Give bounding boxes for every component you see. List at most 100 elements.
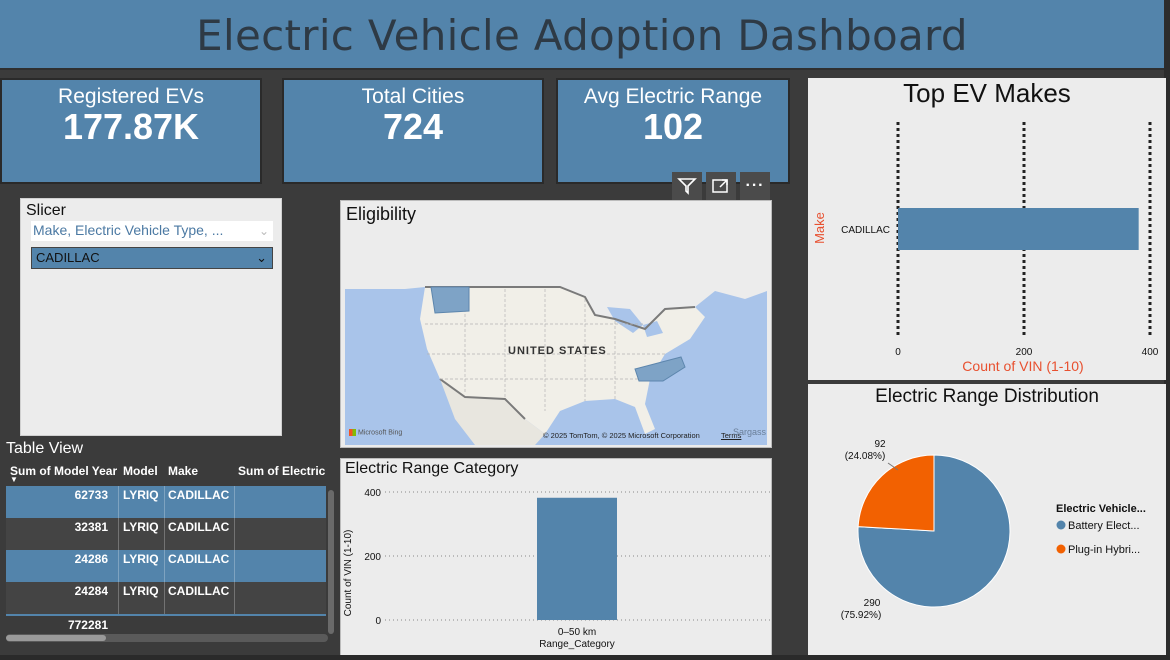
x-tick-label: 400 (1142, 347, 1159, 358)
slice-label-value: 92 (874, 439, 886, 450)
column-divider (118, 582, 119, 614)
cell-model-year: 24284 (74, 584, 108, 598)
column-header-make[interactable]: Make (168, 464, 199, 478)
map-attribution: © 2025 TomTom, © 2025 Microsoft Corporat… (543, 431, 700, 440)
chevron-down-icon: ⌄ (258, 224, 269, 238)
kpi-label: Registered EVs (58, 85, 204, 108)
sort-desc-icon[interactable]: ▼ (10, 475, 18, 484)
focus-mode-icon (712, 179, 728, 193)
table-title: Table View (6, 440, 84, 457)
legend-swatch-battery (1056, 520, 1066, 530)
slicer-field-dropdown[interactable]: Make, Electric Vehicle Type, ... ⌄ (31, 221, 273, 241)
kpi-value: 724 (382, 106, 444, 147)
column-header-sum-model-year[interactable]: Sum of Model Year (10, 464, 118, 478)
table-row[interactable]: 24284 LYRIQ CADILLAC (6, 582, 326, 614)
cell-model-year: 32381 (74, 520, 108, 534)
table-view-visual: Table View Sum of Model Year ▼ Model Mak… (4, 436, 338, 652)
x-tick-label: 200 (1016, 347, 1033, 358)
x-axis-title: Range_Category (539, 639, 615, 650)
column-divider (234, 582, 235, 614)
bars (898, 208, 1139, 250)
eligibility-map-visual[interactable]: Eligibility UNITED STATES (340, 200, 772, 448)
table-row[interactable]: 24286 LYRIQ CADILLAC (6, 550, 326, 582)
legend-item-plugin[interactable]: Plug-in Hybri... (1068, 544, 1140, 556)
page-title: Electric Vehicle Adoption Dashboard (196, 11, 968, 60)
cell-model: LYRIQ (123, 584, 159, 598)
kpi-total-cities[interactable]: Total Cities 724 (282, 78, 544, 184)
cell-model-year: 24286 (74, 552, 108, 566)
legend-swatch-plugin (1056, 544, 1066, 554)
kpi-label: Total Cities (361, 85, 465, 108)
column-divider (118, 550, 119, 582)
x-tick-label: 0–50 km (558, 627, 596, 638)
right-edge (1164, 0, 1170, 660)
range-category-visual[interactable]: Electric Range Category Count of VIN (1-… (340, 458, 772, 656)
top-makes-chart: Make CADILLAC 0 200 400 Count of VIN (1-10… (812, 122, 1159, 374)
y-tick-label: CADILLAC (841, 225, 890, 236)
column-divider (118, 518, 119, 550)
more-options-button[interactable]: ··· (740, 172, 770, 200)
column-divider (118, 486, 119, 518)
bottom-bar (0, 655, 1170, 660)
legend-title: Electric Vehicle... (1056, 503, 1146, 515)
cell-model: LYRIQ (123, 520, 159, 534)
column-divider (234, 550, 235, 582)
bars (537, 497, 617, 620)
column-divider (234, 486, 235, 518)
cell-model-year: 62733 (74, 488, 108, 502)
cell-model: LYRIQ (123, 552, 159, 566)
kpi-value: 177.87K (62, 106, 200, 147)
column-header-model[interactable]: Model (123, 464, 158, 478)
us-map-graphic (345, 229, 767, 445)
filter-button[interactable] (672, 172, 702, 200)
column-divider (164, 486, 165, 518)
chart-title: Electric Range Distribution (875, 386, 1099, 407)
slicer-field-text: Make, Electric Vehicle Type, ... (33, 222, 224, 238)
bar[interactable] (537, 497, 617, 620)
chart-title: Electric Range Category (345, 460, 519, 477)
legend-item-battery[interactable]: Battery Elect... (1068, 520, 1140, 532)
cell-make: CADILLAC (168, 488, 230, 502)
table-total-row: 772281 (6, 616, 326, 634)
kpi-avg-electric-range[interactable]: Avg Electric Range 102 (556, 78, 790, 184)
column-divider (234, 518, 235, 550)
column-divider (164, 550, 165, 582)
column-divider (164, 518, 165, 550)
table-vertical-scrollbar[interactable] (328, 490, 334, 634)
map-terms-link[interactable]: Terms (721, 431, 742, 440)
cell-make: CADILLAC (168, 552, 230, 566)
range-category-chart: Count of VIN (1-10) 400 200 0 0–50 km Rang… (343, 488, 771, 650)
pie-chart: 92 (24.08%) 290 (75.92%) Electric Vehicl… (841, 439, 1146, 621)
cell-model: LYRIQ (123, 488, 159, 502)
table-row[interactable]: 32381 LYRIQ CADILLAC (6, 518, 326, 550)
slice-label-percent: (24.08%) (845, 451, 886, 462)
eligibility-title: Eligibility (346, 204, 417, 224)
range-distribution-visual[interactable]: Electric Range Distribution 92 (24.08%) … (808, 384, 1166, 656)
table-horizontal-scrollbar[interactable] (6, 634, 328, 642)
table-row[interactable]: 62733 LYRIQ CADILLAC (6, 486, 326, 518)
map-ocean-label: Sargass (733, 427, 767, 437)
slice-label-percent: (75.92%) (841, 610, 882, 621)
bar[interactable] (898, 208, 1139, 250)
top-ev-makes-visual[interactable]: Top EV Makes Make CADILLAC 0 200 400 Count… (808, 78, 1166, 380)
scrollbar-thumb[interactable] (6, 635, 106, 641)
pie-slice[interactable] (857, 454, 935, 532)
pie-slice[interactable] (857, 454, 1011, 608)
kpi-registered-evs[interactable]: Registered EVs 177.87K (0, 78, 262, 184)
y-tick-labels: 400 200 0 (364, 488, 381, 627)
x-tick-label: 0 (895, 347, 901, 358)
slicer-title: Slicer (26, 202, 67, 219)
y-tick-label: 0 (375, 616, 381, 627)
slicer-value-dropdown[interactable]: CADILLAC ⌄ (31, 247, 273, 269)
filter-icon (677, 178, 697, 195)
map-country-label: UNITED STATES (508, 345, 607, 357)
cell-make: CADILLAC (168, 520, 230, 534)
slice-label-value: 290 (864, 598, 881, 609)
y-tick-label: 200 (364, 552, 381, 563)
total-model-year: 772281 (67, 618, 108, 632)
focus-mode-button[interactable] (706, 172, 736, 200)
column-header-sum-electric-range[interactable]: Sum of Electric R (238, 464, 326, 478)
map-canvas[interactable]: UNITED STATES Microsoft Bing © 2025 TomT… (345, 229, 767, 445)
kpi-value: 102 (642, 106, 704, 147)
x-tick-labels: 0 200 400 (895, 347, 1159, 358)
